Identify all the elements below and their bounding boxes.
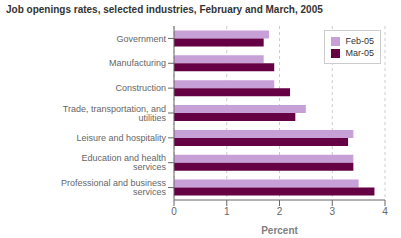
html-text:Feb-05: Feb-05 [345, 36, 374, 46]
svg-text:Professional and businessservi: Professional and businessservices [61, 178, 167, 197]
html-text:Job openings rates, selected i: Job openings rates, selected industries,… [6, 4, 323, 15]
svg-text:Education and healthservices: Education and healthservices [81, 153, 166, 172]
svg-text:Construction: Construction [115, 83, 166, 93]
svg-text:0: 0 [171, 206, 177, 217]
svg-text:2: 2 [277, 206, 283, 217]
svg-text:Manufacturing: Manufacturing [109, 58, 166, 68]
svg-text:1: 1 [224, 206, 230, 217]
svg-text:Percent: Percent [261, 225, 298, 236]
svg-text:4: 4 [382, 206, 388, 217]
svg-text:Leisure and hospitality: Leisure and hospitality [76, 133, 166, 143]
svg-text:Trade, transportation, andutil: Trade, transportation, andutilities [63, 104, 167, 123]
html-text:Mar-05: Mar-05 [345, 48, 374, 58]
svg-text:Government: Government [116, 34, 166, 44]
svg-text:3: 3 [329, 206, 335, 217]
